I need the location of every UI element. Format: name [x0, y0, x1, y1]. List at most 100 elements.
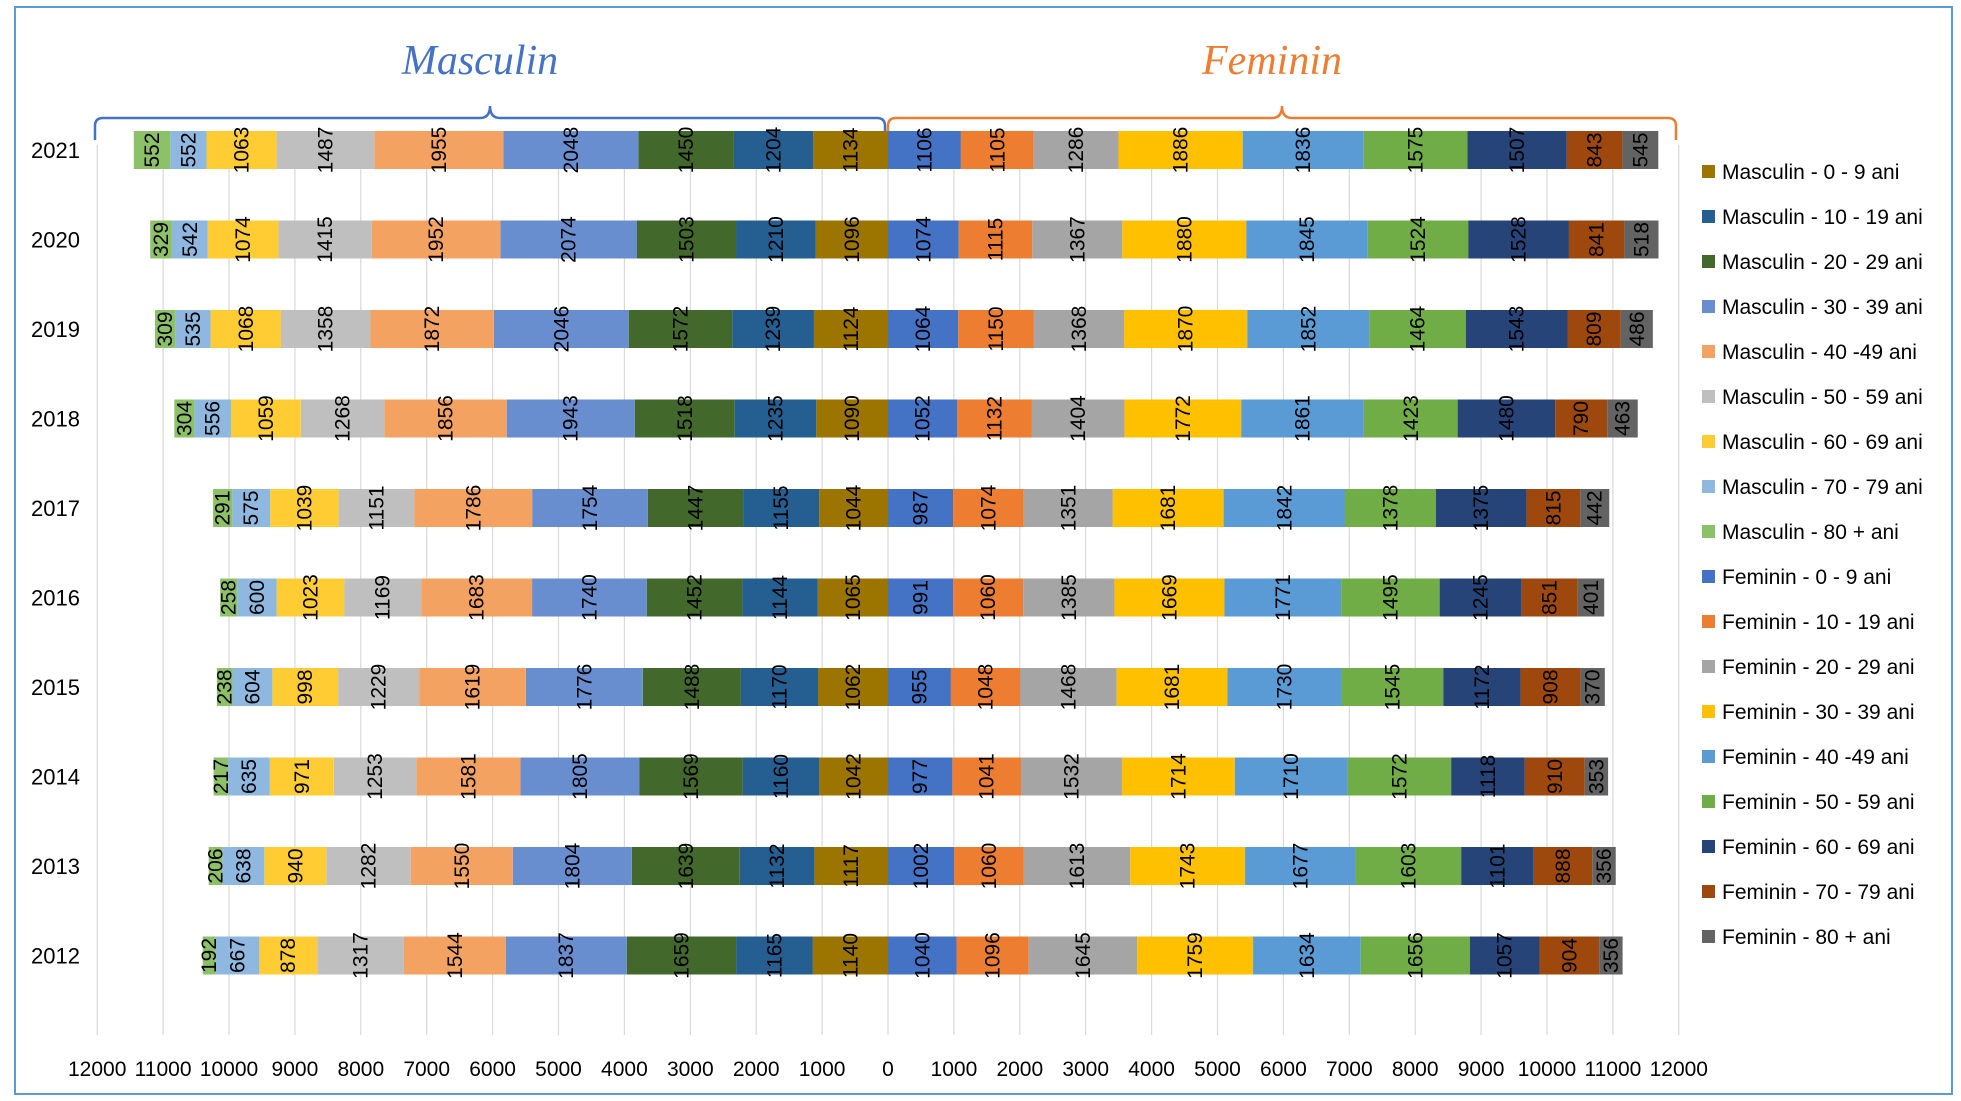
- bar-segment: [1592, 847, 1616, 885]
- data-label: 955: [908, 669, 931, 704]
- data-label: 463: [1611, 401, 1634, 436]
- bar-segment: [813, 310, 888, 348]
- bar-segment: [1116, 668, 1228, 706]
- bar-segment: [888, 310, 959, 348]
- bar-segment: [742, 578, 818, 617]
- legend-swatch: [1702, 840, 1715, 853]
- bar-segment: [646, 578, 743, 617]
- data-label: 910: [1544, 759, 1567, 794]
- bar-segment: [1526, 489, 1581, 527]
- bar-segment: [1020, 757, 1122, 796]
- data-label: 1943: [560, 395, 583, 442]
- bar-segment: [953, 489, 1024, 527]
- data-label: 600: [246, 580, 269, 615]
- bracket-feminin: [886, 105, 1678, 140]
- data-label: 206: [204, 848, 227, 883]
- y-tick-label: 2021: [31, 138, 80, 163]
- data-label: 1572: [669, 306, 692, 353]
- bar-segment: [344, 578, 422, 617]
- data-label: 1169: [372, 575, 395, 620]
- bar-segment: [264, 847, 327, 885]
- data-label: 1772: [1172, 395, 1195, 442]
- bar-segment: [817, 578, 888, 617]
- data-label: 401: [1580, 580, 1603, 615]
- bar-segment: [317, 936, 404, 975]
- legend-entry: Masculin - 40 -49 ani: [1722, 341, 1917, 364]
- legend: Masculin - 0 - 9 ani Masculin - 10 - 19 a…: [1702, 161, 1923, 949]
- data-label: 1378: [1379, 485, 1402, 532]
- data-label: 1645: [1072, 932, 1095, 979]
- x-tick-label: 11000: [135, 1058, 192, 1081]
- data-label: 1052: [912, 395, 935, 442]
- x-tick-label: 5000: [1194, 1058, 1241, 1081]
- group-title-masculin: Masculin: [401, 38, 558, 84]
- bar-segment: [1443, 668, 1521, 706]
- legend-entry: Feminin - 80 + ani: [1722, 926, 1891, 949]
- bar-segment: [532, 578, 647, 617]
- data-label: 1518: [674, 395, 697, 442]
- bar-segment: [272, 668, 339, 706]
- legend-swatch: [1702, 390, 1715, 403]
- data-label: 556: [202, 401, 225, 436]
- bar-segment: [812, 936, 888, 975]
- data-label: 1488: [681, 664, 704, 711]
- x-tick-label: 9000: [1458, 1058, 1505, 1081]
- data-label: 1669: [1158, 574, 1181, 621]
- data-label: 217: [210, 759, 233, 794]
- data-label: 1096: [841, 216, 864, 263]
- legend-entry: Feminin - 20 - 29 ani: [1722, 656, 1915, 679]
- bar-segment: [888, 220, 959, 259]
- bar-segment: [888, 936, 957, 975]
- data-label: 1804: [561, 842, 584, 889]
- data-label: 1776: [573, 664, 596, 711]
- legend-swatch: [1702, 165, 1715, 178]
- data-label: 1714: [1167, 753, 1190, 800]
- data-label: 1002: [910, 843, 933, 890]
- data-label: 1423: [1400, 395, 1423, 442]
- bar-segment: [222, 847, 265, 885]
- data-label: 1245: [1470, 574, 1493, 621]
- bar-segment: [208, 847, 223, 885]
- data-label: 987: [910, 490, 933, 525]
- data-label: 1415: [314, 216, 337, 263]
- bar-segment: [215, 936, 260, 975]
- data-label: 1743: [1177, 843, 1200, 890]
- data-label: 1613: [1066, 843, 1089, 890]
- data-label: 1286: [1065, 127, 1088, 174]
- data-label: 1495: [1379, 574, 1402, 621]
- data-label: 790: [1570, 401, 1593, 436]
- data-label: 353: [1585, 759, 1608, 794]
- data-label: 1503: [676, 216, 699, 263]
- data-label: 940: [284, 848, 307, 883]
- data-label: 1150: [985, 306, 1008, 351]
- bar-segment: [371, 220, 501, 259]
- bar-segment: [506, 399, 635, 438]
- data-label: 1317: [350, 932, 373, 979]
- bar-segment: [500, 220, 637, 259]
- data-label: 1507: [1506, 127, 1529, 174]
- bar-segment: [300, 399, 385, 438]
- data-label: 1172: [1471, 664, 1494, 709]
- bar-segment: [370, 310, 494, 348]
- data-label: 1124: [840, 306, 863, 351]
- bar-segment: [813, 131, 888, 169]
- data-label: 1740: [578, 574, 601, 621]
- legend-entry: Feminin - 70 - 79 ani: [1722, 881, 1915, 904]
- data-label: 1101: [1486, 843, 1509, 888]
- bar-segment: [220, 578, 238, 617]
- bar-segment: [743, 489, 820, 527]
- data-label: 815: [1542, 490, 1565, 525]
- data-label: 1581: [457, 753, 480, 800]
- bar-segment: [403, 936, 506, 975]
- data-label: 1545: [1381, 664, 1404, 711]
- y-axis: 2021 2020 2019 2018 2017 2016 2015 2014 2013 2012: [31, 138, 80, 969]
- data-label: 1151: [366, 485, 389, 530]
- bar-segment: [638, 131, 734, 169]
- bar-segment: [1363, 131, 1468, 169]
- group-title-feminin: Feminin: [1201, 38, 1342, 84]
- y-tick-label: 2014: [31, 765, 80, 790]
- bar-segment: [150, 220, 172, 259]
- data-label: 542: [179, 222, 202, 257]
- data-label: 535: [182, 311, 205, 346]
- x-tick-label: 8000: [1392, 1058, 1439, 1081]
